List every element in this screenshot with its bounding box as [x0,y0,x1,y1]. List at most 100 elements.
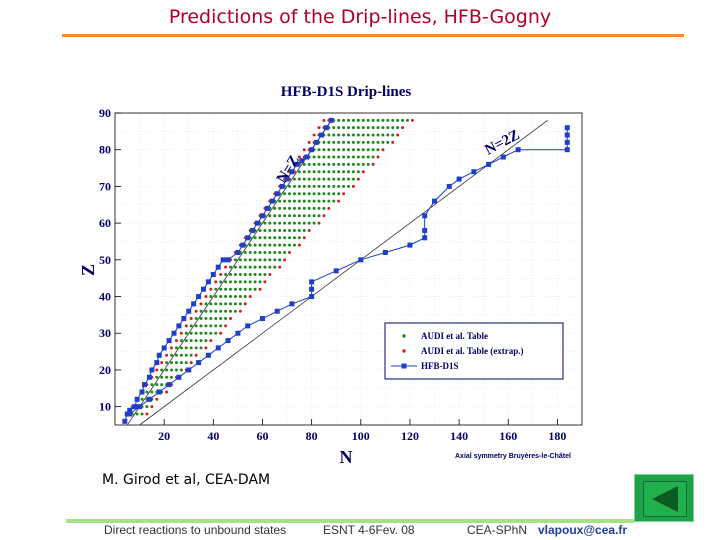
nucleus-dot [351,155,355,159]
nucleus-dot [283,250,287,254]
footer-rule [66,519,634,523]
x-tick-label: 160 [499,429,517,443]
nucleus-dot [312,184,316,188]
nucleus-dot [297,243,301,247]
nucleus-dot [297,192,301,196]
footer-talk-title: Direct reactions to unbound states [104,523,287,537]
neutron-dripline-point [196,360,202,366]
nucleus-dot [243,280,247,284]
reference-line [126,120,332,426]
nucleus-dot [361,118,365,122]
nucleus-dot [312,133,316,137]
nucleus-dot [396,118,400,122]
nucleus-dot [288,192,292,196]
nucleus-dot [258,265,262,269]
nucleus-dot [307,199,311,203]
nucleus-dot [229,280,233,284]
y-tick-label: 80 [99,143,111,157]
nucleus-dot [307,221,311,225]
nucleus-dot [184,353,188,357]
nucleus-dot [366,118,370,122]
nucleus-dot [248,265,252,269]
nucleus-dot [219,309,223,313]
nucleus-dot [347,126,350,130]
back-nav-button[interactable] [634,474,694,522]
legend-marker-audi [402,334,406,338]
nucleus-dot [307,140,311,144]
nucleus-dot [174,346,178,350]
proton-dripline-point [259,213,265,219]
nucleus-dot [179,368,183,372]
nucleus-dot [258,236,262,240]
nucleus-dot [243,265,247,269]
nucleus-dot [347,140,350,144]
nucleus-dot [391,133,395,137]
nucleus-dot [273,206,277,210]
nucleus-dot [288,236,292,240]
nucleus-dot [224,309,228,313]
nucleus-dot [194,331,198,335]
nucleus-dot [371,140,375,144]
nucleus-dot [327,206,331,210]
nucleus-dot [317,155,321,159]
neutron-dripline-point [456,176,462,182]
neutron-dripline-point [176,374,182,380]
nucleus-dot [184,324,188,328]
nucleus-dot [233,302,237,306]
nucleus-dot [288,214,292,218]
nucleus-dot [268,273,272,277]
nucleus-dot [283,243,287,247]
nucleus-dot [189,317,193,321]
neutron-dripline-point [137,404,143,410]
nucleus-dot [199,339,203,343]
proton-dripline-point [161,345,167,351]
nucleus-dot [361,148,365,152]
neutron-dripline-point [205,352,211,358]
nucleus-dot [327,184,331,188]
nucleus-dot [307,214,311,218]
nucleus-dot [351,126,355,130]
nucleus-dot [332,170,336,174]
nucleus-dot [273,265,277,269]
nucleus-dot [396,126,400,130]
nucleus-dot [317,162,321,166]
nucleus-dot [233,273,237,277]
nucleus-dot [219,295,223,299]
nucleus-dot [347,184,350,188]
nucleus-dot [238,280,242,284]
nucleus-dot [386,133,390,137]
nucleus-dot [174,368,178,372]
nucleus-dot [312,155,316,159]
nucleus-dot [302,170,306,174]
nucleus-dot [253,287,257,291]
proton-dripline-point [294,161,300,167]
nucleus-dot [263,280,267,284]
nucleus-dot [278,221,282,225]
nucleus-dot [233,265,237,269]
nucleus-dot [292,214,296,218]
y-tick-label: 40 [99,290,111,304]
proton-dripline-point [205,279,211,285]
nucleus-dot [405,118,409,122]
y-tick-label: 20 [99,363,111,377]
nucleus-dot [283,221,287,225]
nucleus-dot [317,184,321,188]
nucleus-dot [170,346,174,350]
nucleus-dot [302,236,306,240]
grid-layer [115,113,582,425]
nucleus-dot [366,148,370,152]
nucleus-dot [391,118,395,122]
y-tick-label: 30 [99,326,111,340]
x-tick-label: 140 [450,429,468,443]
x-tick-label: 80 [306,429,318,443]
proton-dripline-point [191,301,197,307]
nucleus-dot [233,309,237,313]
nucleus-dot [302,192,306,196]
nucleus-dot [224,280,228,284]
y-tick-label: 70 [99,179,111,193]
neutron-dripline-point [382,249,388,255]
nucleus-dot [307,228,311,232]
x-tick-label: 20 [158,429,170,443]
proton-dripline-point [255,220,261,226]
nucleus-dot [312,199,316,203]
